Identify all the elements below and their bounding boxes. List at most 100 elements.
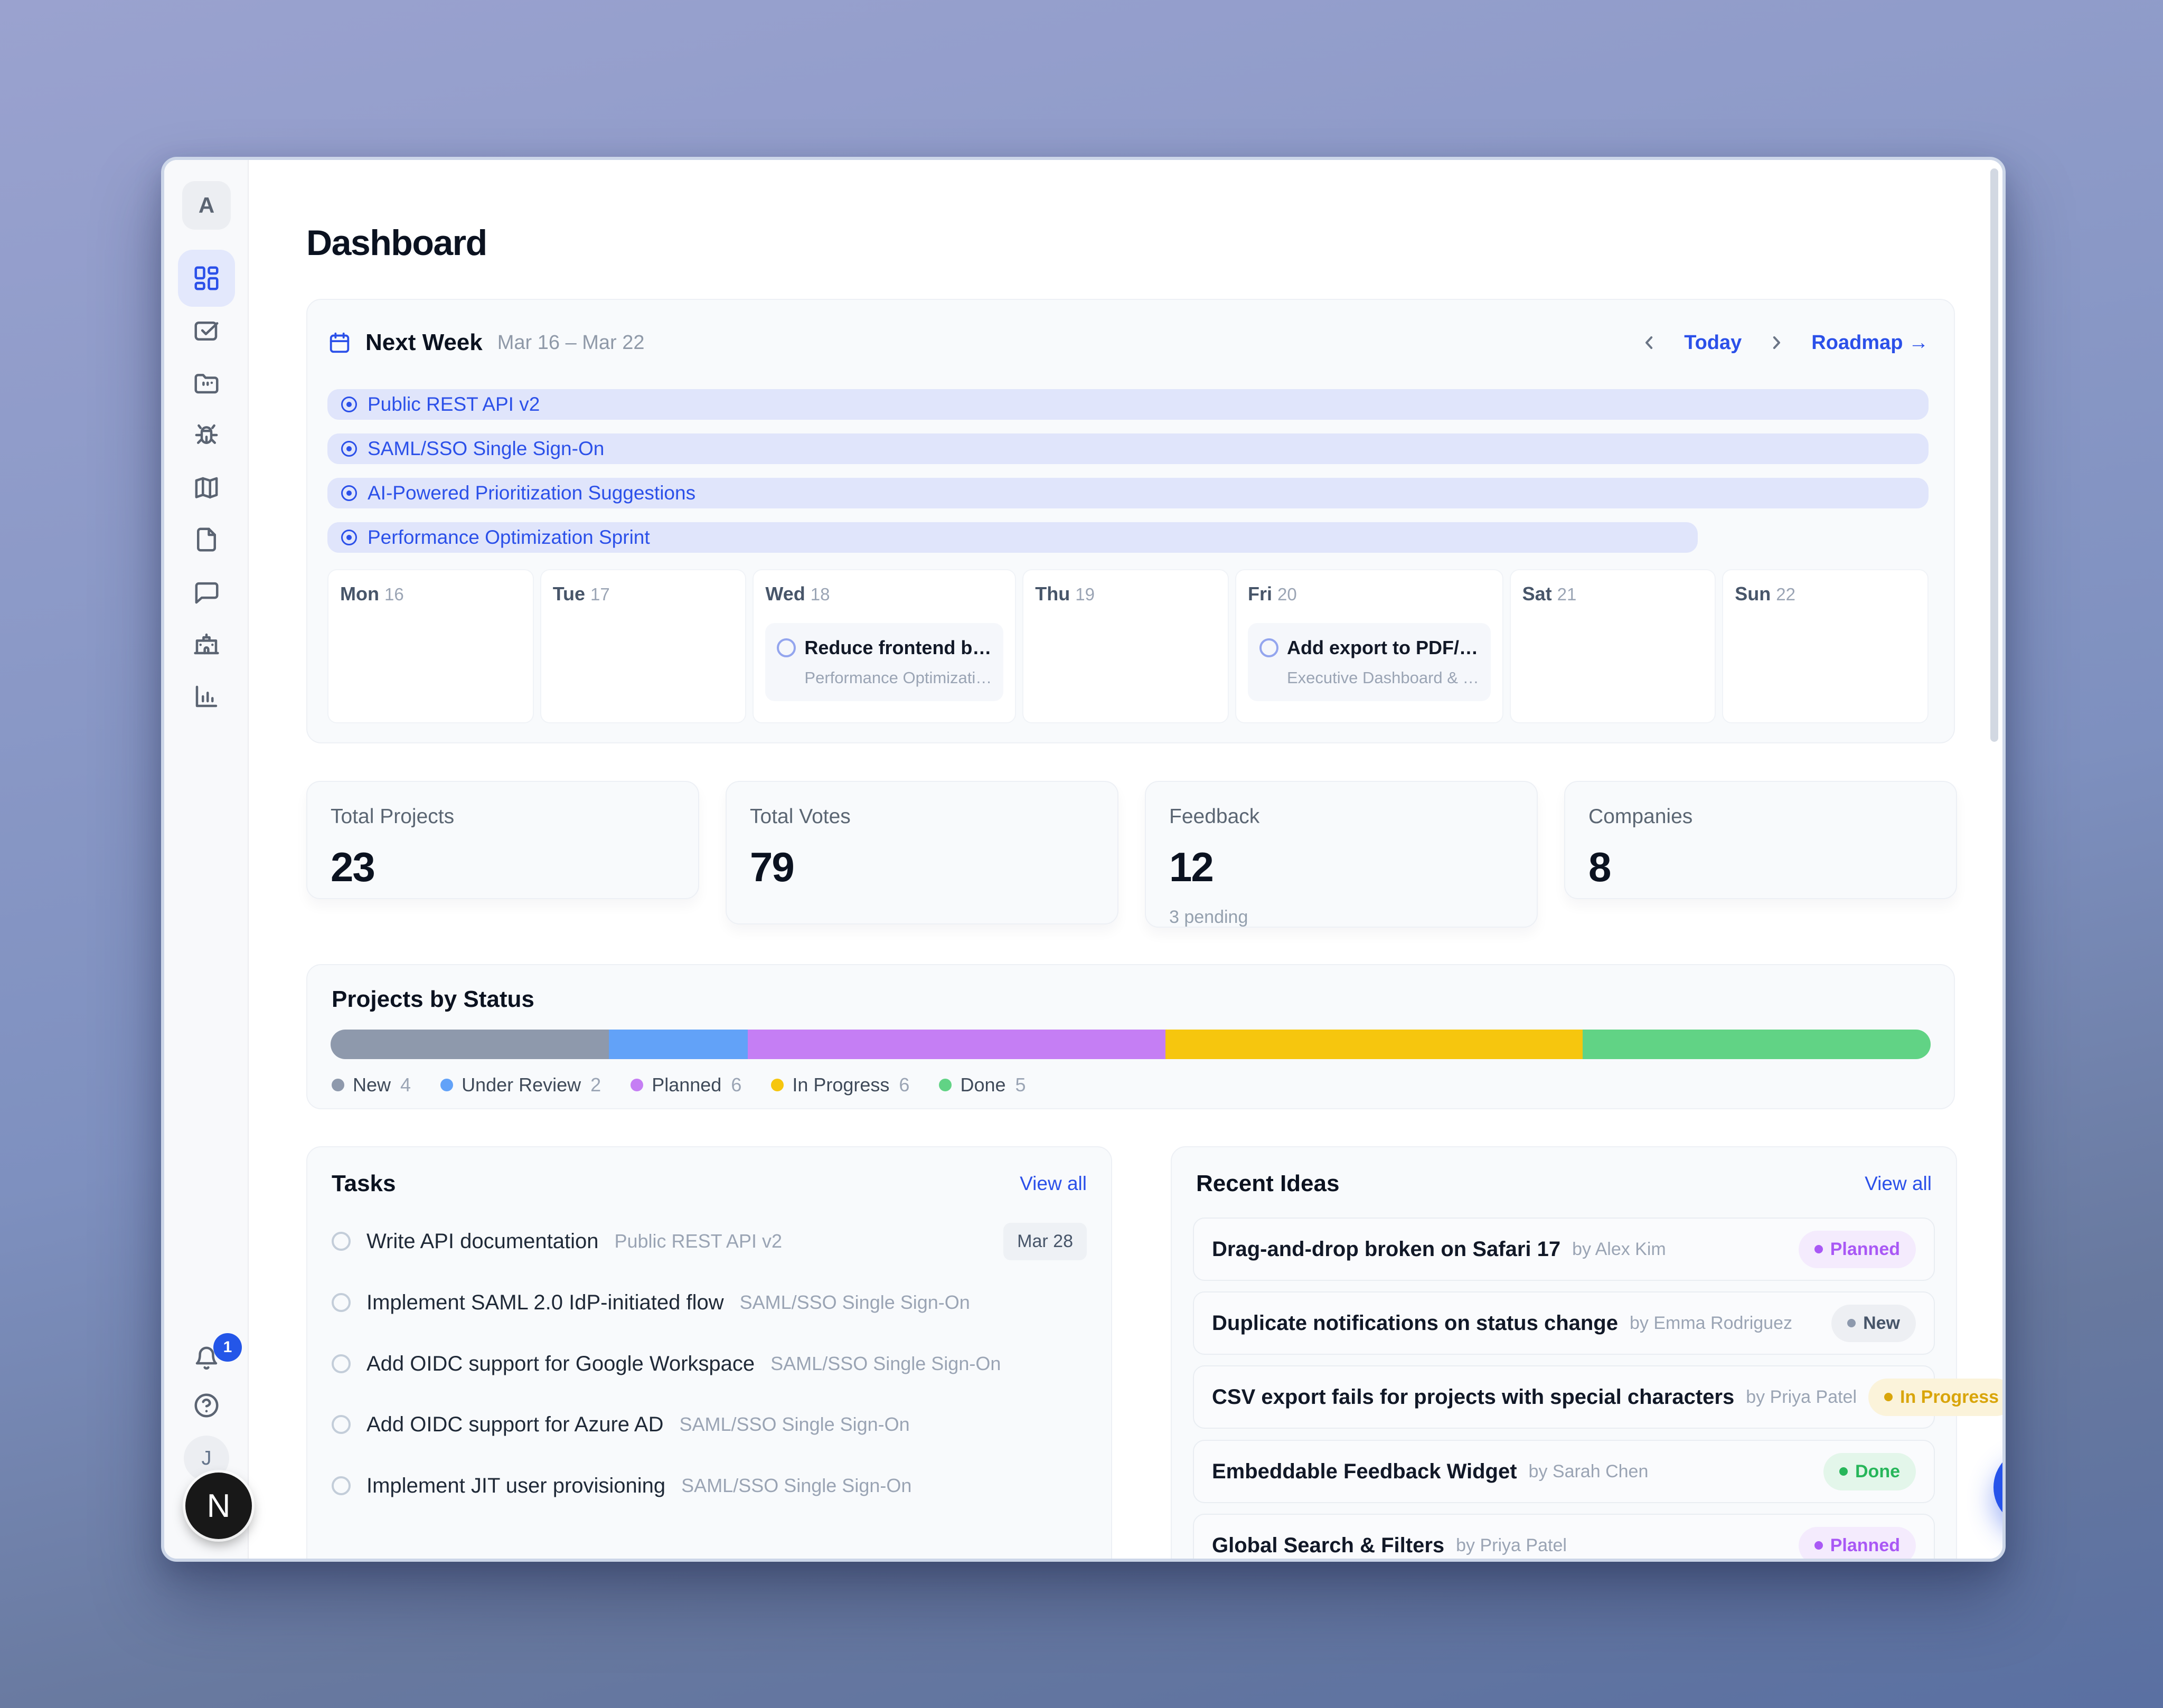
target-icon bbox=[341, 397, 357, 412]
app-logo[interactable]: A bbox=[182, 181, 231, 230]
notification-count-badge: 1 bbox=[213, 1333, 242, 1362]
map-icon bbox=[192, 474, 221, 502]
idea-card[interactable]: CSV export fails for projects with speci… bbox=[1193, 1365, 2002, 1429]
status-chart-title: Projects by Status bbox=[332, 986, 534, 1012]
task-row[interactable]: Add OIDC support for Azure AD SAML/SSO S… bbox=[332, 1401, 1087, 1448]
notifications-button[interactable] bbox=[178, 1329, 235, 1386]
sidebar-item-bugs[interactable] bbox=[178, 407, 235, 464]
sidebar-item-roadmap[interactable] bbox=[178, 459, 235, 516]
status-badge: In Progress bbox=[1868, 1378, 2002, 1416]
roadmap-bar[interactable]: AI-Powered Prioritization Suggestions bbox=[327, 478, 1929, 508]
due-date-badge: Mar 28 bbox=[1003, 1222, 1087, 1260]
task-circle-icon bbox=[1259, 638, 1278, 657]
bar-chart-icon bbox=[192, 682, 221, 711]
stat-card-total-projects: Total Projects 23 bbox=[306, 781, 699, 899]
ideas-view-all-link[interactable]: View all bbox=[1865, 1173, 1932, 1194]
next-week-panel: Next Week Mar 16 – Mar 22 Today Roadmap … bbox=[306, 299, 1955, 743]
sidebar: A bbox=[164, 160, 252, 1559]
idea-card[interactable]: Global Search & Filters by Priya Patel P… bbox=[1193, 1514, 1935, 1559]
day-cell: Mon 16 bbox=[327, 569, 534, 723]
status-badge: Planned bbox=[1798, 1230, 1916, 1268]
message-icon bbox=[192, 578, 221, 607]
day-cell: Thu 19 bbox=[1022, 569, 1229, 723]
legend-dot bbox=[631, 1079, 644, 1091]
tasks-title: Tasks bbox=[332, 1171, 396, 1196]
recent-ideas-panel: Recent Ideas View all Drag-and-drop brok… bbox=[1171, 1146, 2002, 1559]
roadmap-bar[interactable]: Performance Optimization Sprint bbox=[327, 522, 1698, 553]
next-week-button[interactable] bbox=[1766, 332, 1787, 353]
bar-segment-planned bbox=[748, 1030, 1165, 1059]
status-badge: Planned bbox=[1798, 1526, 1916, 1559]
dev-tools-badge[interactable]: N bbox=[185, 1473, 252, 1539]
idea-card[interactable]: Drag-and-drop broken on Safari 17 by Ale… bbox=[1193, 1218, 1935, 1281]
file-icon bbox=[192, 525, 221, 554]
day-cell: Sun 22 bbox=[1722, 569, 1929, 723]
day-cell: Tue 17 bbox=[540, 569, 747, 723]
folder-icon bbox=[192, 369, 221, 397]
event-subtitle: Performance Optimizati… bbox=[804, 668, 992, 687]
bar-segment-in-progress bbox=[1165, 1030, 1583, 1059]
stat-card-feedback: Feedback 12 3 pending bbox=[1145, 781, 1538, 928]
roadmap-link[interactable]: Roadmap → bbox=[1811, 331, 1929, 354]
week-day-grid: Mon 16 Tue 17 Wed 18 Reduce frontend b… Per… bbox=[327, 569, 1929, 723]
day-cell: Fri 20 Add export to PDF/… Executive Dash… bbox=[1235, 569, 1503, 723]
task-row[interactable]: Implement SAML 2.0 IdP-initiated flow SA… bbox=[332, 1279, 1087, 1326]
help-button[interactable] bbox=[178, 1377, 235, 1434]
task-row[interactable]: Add OIDC support for Google Workspace SA… bbox=[332, 1340, 1087, 1388]
check-square-icon bbox=[192, 317, 221, 345]
idea-card[interactable]: Duplicate notifications on status change… bbox=[1193, 1291, 1935, 1355]
next-week-date-range: Mar 16 – Mar 22 bbox=[497, 331, 645, 354]
roadmap-bar[interactable]: SAML/SSO Single Sign-On bbox=[327, 433, 1929, 464]
event-subtitle: Executive Dashboard & … bbox=[1287, 668, 1479, 687]
sidebar-item-docs[interactable] bbox=[178, 511, 235, 568]
legend-dot bbox=[939, 1079, 952, 1091]
task-checkbox[interactable] bbox=[332, 1232, 351, 1251]
sidebar-item-projects[interactable] bbox=[178, 354, 235, 411]
sidebar-item-tasks[interactable] bbox=[178, 303, 235, 360]
sidebar-item-feedback[interactable] bbox=[178, 564, 235, 621]
scrollbar-thumb[interactable] bbox=[1990, 168, 1998, 742]
target-icon bbox=[341, 441, 357, 457]
sidebar-item-analytics[interactable] bbox=[178, 668, 235, 725]
task-checkbox[interactable] bbox=[332, 1476, 351, 1495]
stat-card-companies: Companies 8 bbox=[1564, 781, 1957, 899]
calendar-event-card[interactable]: Add export to PDF/… Executive Dashboard … bbox=[1248, 623, 1491, 701]
main-content: Dashboard Next Week Mar 16 – Mar 22 Toda… bbox=[250, 160, 2002, 1559]
task-checkbox[interactable] bbox=[332, 1354, 351, 1373]
legend-dot bbox=[771, 1079, 784, 1091]
ideas-title: Recent Ideas bbox=[1196, 1171, 1340, 1196]
tasks-panel: Tasks View all Write API documentation P… bbox=[306, 1146, 1112, 1559]
building-icon bbox=[192, 629, 221, 658]
add-button[interactable] bbox=[1993, 1448, 2002, 1526]
task-checkbox[interactable] bbox=[332, 1415, 351, 1434]
next-week-header: Next Week Mar 16 – Mar 22 Today Roadmap … bbox=[327, 324, 1929, 361]
day-cell: Wed 18 Reduce frontend b… Performance Opt… bbox=[753, 569, 1017, 723]
roadmap-bars: Public REST API v2 SAML/SSO Single Sign-… bbox=[327, 389, 1929, 567]
task-checkbox[interactable] bbox=[332, 1293, 351, 1312]
roadmap-bar[interactable]: Public REST API v2 bbox=[327, 389, 1929, 420]
target-icon bbox=[341, 485, 357, 501]
stat-card-total-votes: Total Votes 79 bbox=[726, 781, 1118, 924]
tasks-view-all-link[interactable]: View all bbox=[1020, 1173, 1087, 1194]
sidebar-item-companies[interactable] bbox=[178, 615, 235, 672]
projects-by-status-panel: Projects by Status New 4 Under Review 2 Pl… bbox=[306, 964, 1955, 1109]
sidebar-item-dashboard[interactable] bbox=[178, 250, 235, 307]
help-circle-icon bbox=[192, 1391, 221, 1420]
page-title: Dashboard bbox=[306, 223, 487, 263]
today-link[interactable]: Today bbox=[1684, 331, 1742, 354]
calendar-event-card[interactable]: Reduce frontend b… Performance Optimizat… bbox=[765, 623, 1004, 701]
target-icon bbox=[341, 530, 357, 545]
prev-week-button[interactable] bbox=[1639, 332, 1660, 353]
task-row[interactable]: Implement JIT user provisioning SAML/SSO… bbox=[332, 1462, 1087, 1509]
bug-icon bbox=[192, 421, 221, 449]
task-row[interactable]: Write API documentation Public REST API … bbox=[332, 1218, 1087, 1265]
calendar-icon bbox=[327, 331, 352, 355]
task-circle-icon bbox=[777, 638, 796, 657]
legend-dot bbox=[332, 1079, 344, 1091]
next-week-title: Next Week bbox=[365, 329, 483, 355]
bell-icon bbox=[192, 1344, 221, 1372]
app-window: A bbox=[161, 157, 2006, 1562]
idea-card[interactable]: Embeddable Feedback Widget by Sarah Chen… bbox=[1193, 1440, 1935, 1503]
status-badge: Done bbox=[1823, 1452, 1916, 1490]
legend-dot bbox=[440, 1079, 454, 1091]
